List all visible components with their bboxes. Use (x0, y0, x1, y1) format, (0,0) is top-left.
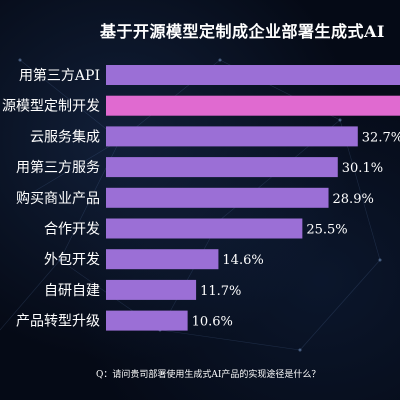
category-label: 用第三方API (19, 67, 100, 84)
category-label: 购买商业产品 (16, 191, 100, 207)
bar (106, 65, 400, 85)
bar (106, 249, 219, 270)
value-label: 25.5% (306, 223, 347, 238)
category-label: 产品转型升级 (16, 314, 100, 330)
category-label: 云服务集成 (30, 128, 100, 145)
value-label: 30.1% (342, 161, 383, 176)
value-label: 28.9% (333, 192, 374, 207)
bar (106, 218, 303, 239)
category-label: 源模型定制开发 (2, 99, 100, 115)
bar (106, 95, 400, 116)
bar (106, 157, 338, 178)
value-label: 32.7% (362, 130, 400, 145)
value-label: 10.6% (192, 315, 233, 330)
bar (106, 279, 197, 300)
survey-question: Q：请问贵司部署使用生成式AI产品的实现途径是什么？ (96, 370, 321, 380)
category-label: 外包开发 (44, 252, 100, 268)
bar (106, 310, 188, 331)
bar (106, 187, 329, 208)
value-label: 14.6% (222, 253, 263, 268)
category-label: 合作开发 (44, 222, 100, 238)
category-label: 自研自建 (44, 283, 100, 299)
chart-title: 基于开源模型定制成企业部署生成式AI (100, 22, 385, 41)
value-label: 11.7% (200, 284, 241, 299)
category-label: 用第三方服务 (16, 159, 100, 176)
bar (106, 126, 358, 147)
